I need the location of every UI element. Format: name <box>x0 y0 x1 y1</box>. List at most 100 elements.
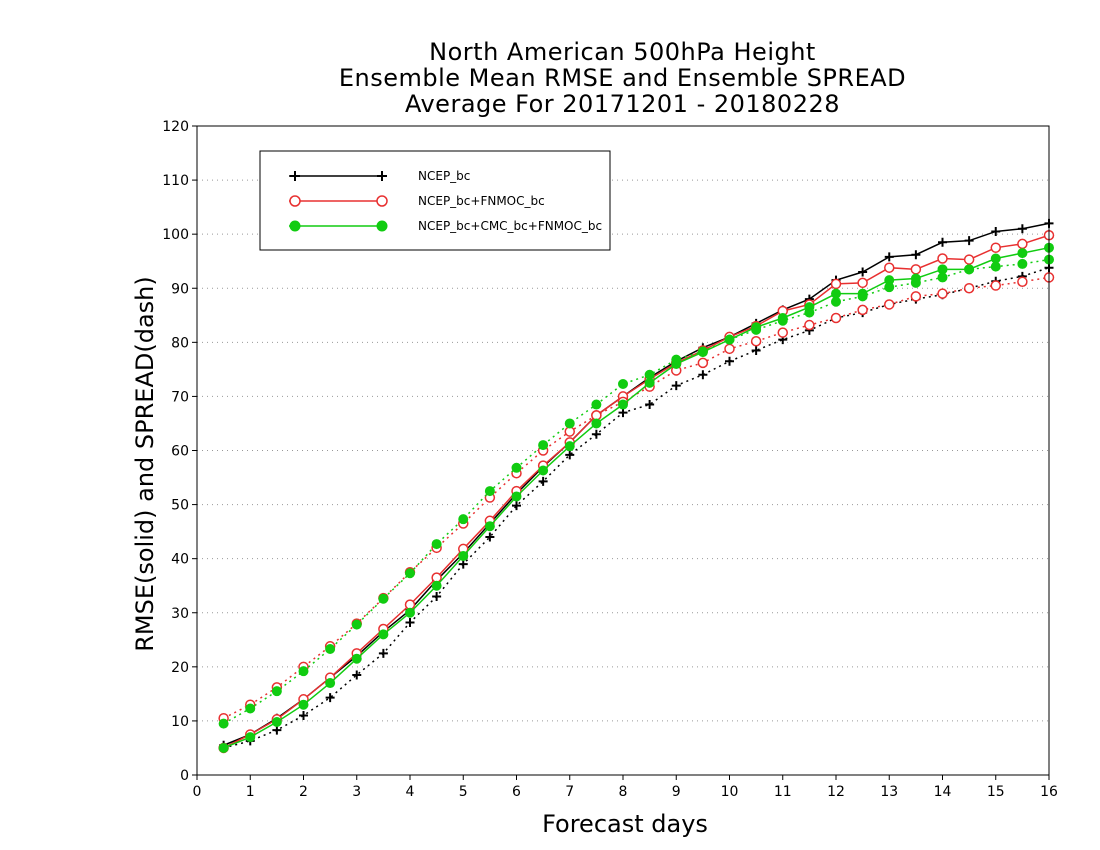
spread-point-ncep-bc-cmc-bc-fnmoc-bc <box>271 686 282 697</box>
spread-point-ncep-bc-fnmoc-bc <box>910 291 922 302</box>
spread-point-ncep-bc <box>671 381 681 391</box>
spread-point-ncep-bc-cmc-bc-fnmoc-bc <box>618 378 628 389</box>
spread-point-ncep-bc-cmc-bc-fnmoc-bc <box>697 346 708 357</box>
grid-lines <box>197 179 1049 722</box>
spread-point-ncep-bc-cmc-bc-fnmoc-bc <box>724 334 735 345</box>
spread-point-ncep-bc-cmc-bc-fnmoc-bc <box>777 315 788 326</box>
spread-point-ncep-bc-cmc-bc-fnmoc-bc <box>804 307 815 318</box>
x-tick-label: 8 <box>619 784 628 800</box>
x-tick-label: 4 <box>406 784 415 800</box>
spread-point-ncep-bc <box>538 476 548 486</box>
x-tick-label: 0 <box>193 784 202 800</box>
spread-point-ncep-bc-cmc-bc-fnmoc-bc <box>910 277 921 288</box>
y-tick-label: 120 <box>162 119 189 135</box>
spread-point-ncep-bc-fnmoc-bc <box>830 312 842 324</box>
rmse-point-ncep-bc-cmc-bc-fnmoc-bc <box>351 653 362 664</box>
rmse-point-ncep-bc-fnmoc-bc <box>884 262 895 273</box>
legend-marker <box>376 195 388 207</box>
spread-point-ncep-bc-cmc-bc-fnmoc-bc <box>564 418 575 429</box>
x-tick-label: 2 <box>299 784 308 800</box>
rmse-point-ncep-bc-fnmoc-bc <box>990 242 1001 253</box>
x-tick-label: 11 <box>774 784 792 800</box>
rmse-point-ncep-bc <box>884 252 894 262</box>
rmse-line-ncep-bc-cmc-bc-fnmoc-bc <box>223 246 1050 749</box>
spread-point-ncep-bc-cmc-bc-fnmoc-bc <box>964 264 975 275</box>
spread-point-ncep-bc-cmc-bc-fnmoc-bc <box>245 703 256 714</box>
legend-label: NCEP_bc <box>418 169 470 183</box>
y-tick-label: 70 <box>171 389 189 405</box>
x-tick-label: 7 <box>565 784 574 800</box>
y-tick-label: 100 <box>162 227 189 243</box>
spread-point-ncep-bc-cmc-bc-fnmoc-bc <box>751 324 762 335</box>
spread-point-ncep-bc-cmc-bc-fnmoc-bc <box>857 291 868 302</box>
x-tick-label: 12 <box>827 784 845 800</box>
y-tick-label: 10 <box>171 714 189 730</box>
spread-point-ncep-bc-cmc-bc-fnmoc-bc <box>351 619 362 630</box>
spread-point-ncep-bc-cmc-bc-fnmoc-bc <box>298 666 309 677</box>
spread-point-ncep-bc-fnmoc-bc <box>857 304 868 316</box>
rmse-point-ncep-bc <box>964 236 974 246</box>
rmse-point-ncep-bc-cmc-bc-fnmoc-bc <box>245 732 256 743</box>
rmse-point-ncep-bc-cmc-bc-fnmoc-bc <box>591 418 602 429</box>
y-tick-label: 50 <box>171 498 189 514</box>
spread-point-ncep-bc-cmc-bc-fnmoc-bc <box>484 486 495 497</box>
spread-point-ncep-bc-cmc-bc-fnmoc-bc <box>538 440 549 451</box>
x-axis-label: Forecast days <box>542 810 708 838</box>
rmse-point-ncep-bc-cmc-bc-fnmoc-bc <box>218 742 229 753</box>
rmse-point-ncep-bc-cmc-bc-fnmoc-bc <box>458 550 469 561</box>
chart-title-line-2: Ensemble Mean RMSE and Ensemble SPREAD <box>338 64 907 92</box>
x-tick-label: 15 <box>987 784 1005 800</box>
spread-point-ncep-bc <box>378 648 388 658</box>
spread-point-ncep-bc-cmc-bc-fnmoc-bc <box>458 514 469 525</box>
rmse-point-ncep-bc-cmc-bc-fnmoc-bc <box>618 399 628 410</box>
spread-point-ncep-bc <box>751 345 761 355</box>
y-tick-label: 60 <box>171 444 189 460</box>
spread-point-ncep-bc-cmc-bc-fnmoc-bc <box>831 296 841 307</box>
x-tick-label: 1 <box>246 784 255 800</box>
spread-line-ncep-bc <box>223 266 1050 749</box>
spread-point-ncep-bc <box>458 559 468 569</box>
rmse-point-ncep-bc-fnmoc-bc <box>830 278 842 290</box>
spread-point-ncep-bc <box>432 592 442 602</box>
legend-label: NCEP_bc+FNMOC_bc <box>418 194 545 208</box>
legend-marker <box>290 171 300 181</box>
series-group <box>218 218 1055 754</box>
spread-point-ncep-bc <box>645 400 655 410</box>
legend-marker <box>376 220 388 232</box>
spread-point-ncep-bc-cmc-bc-fnmoc-bc <box>218 718 229 729</box>
spread-point-ncep-bc-cmc-bc-fnmoc-bc <box>644 369 655 380</box>
spread-point-ncep-bc-cmc-bc-fnmoc-bc <box>591 399 602 410</box>
spread-point-ncep-bc <box>272 725 282 735</box>
chart-title-line-3: Average For 20171201 - 20180228 <box>404 90 841 118</box>
rmse-point-ncep-bc <box>1017 224 1027 234</box>
spread-point-ncep-bc <box>352 670 362 680</box>
legend: NCEP_bc NCEP_bc+FNMOC_bc NCEP_bc+CMC_bc+FN… <box>259 150 611 251</box>
spread-point-ncep-bc-cmc-bc-fnmoc-bc <box>325 643 336 654</box>
rmse-point-ncep-bc-fnmoc-bc <box>963 254 975 265</box>
rmse-point-ncep-bc-cmc-bc-fnmoc-bc <box>378 629 389 640</box>
x-tick-label: 6 <box>512 784 521 800</box>
rmse-point-ncep-bc-cmc-bc-fnmoc-bc <box>511 491 522 502</box>
spread-point-ncep-bc <box>591 429 601 439</box>
chart-title-line-1: North American 500hPa Height <box>429 38 816 66</box>
spread-point-ncep-bc-cmc-bc-fnmoc-bc <box>431 539 442 550</box>
rmse-point-ncep-bc <box>911 250 921 260</box>
spread-point-ncep-bc-fnmoc-bc <box>1017 276 1028 288</box>
spread-point-ncep-bc-cmc-bc-fnmoc-bc <box>378 593 389 604</box>
spread-point-ncep-bc-fnmoc-bc <box>750 336 762 347</box>
spread-point-ncep-bc-cmc-bc-fnmoc-bc <box>405 568 415 579</box>
spread-point-ncep-bc-cmc-bc-fnmoc-bc <box>884 282 895 293</box>
y-tick-label: 0 <box>180 768 189 784</box>
spread-point-ncep-bc <box>485 532 495 542</box>
spread-line-ncep-bc-cmc-bc-fnmoc-bc <box>223 258 1050 725</box>
rmse-point-ncep-bc-cmc-bc-fnmoc-bc <box>325 678 336 689</box>
spread-point-ncep-bc-cmc-bc-fnmoc-bc <box>937 272 948 283</box>
x-tick-label: 14 <box>934 784 952 800</box>
spread-line-ncep-bc-fnmoc-bc <box>223 276 1050 719</box>
rmse-point-ncep-bc <box>938 237 947 247</box>
spread-point-ncep-bc-fnmoc-bc <box>724 343 735 355</box>
legend-marker <box>289 220 301 232</box>
spread-point-ncep-bc-fnmoc-bc <box>990 280 1001 291</box>
rmse-point-ncep-bc-cmc-bc-fnmoc-bc <box>538 465 549 476</box>
